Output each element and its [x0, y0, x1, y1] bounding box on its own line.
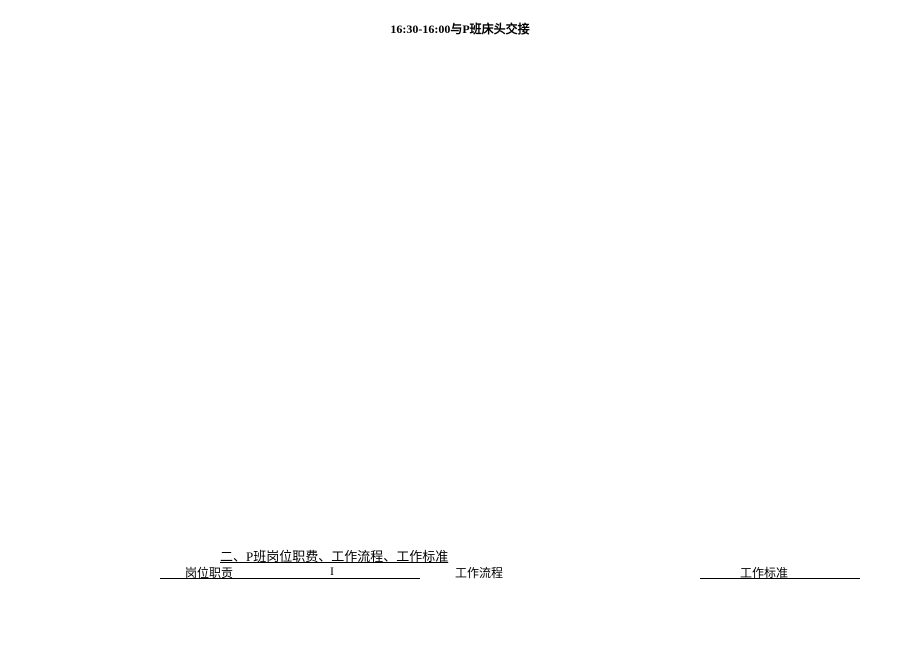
table-col-3-label: 工作标准 — [740, 564, 788, 581]
section-title: 二、P班岗位职费、工作流程、工作标准 — [220, 546, 448, 565]
table-col-1-label: 岗位职贡 — [185, 564, 233, 581]
page-header-text: 16:30-16:00与P班床头交接 — [0, 20, 920, 37]
table-col-divider: I — [330, 564, 334, 579]
table-col-2-label: 工作流程 — [455, 564, 503, 581]
